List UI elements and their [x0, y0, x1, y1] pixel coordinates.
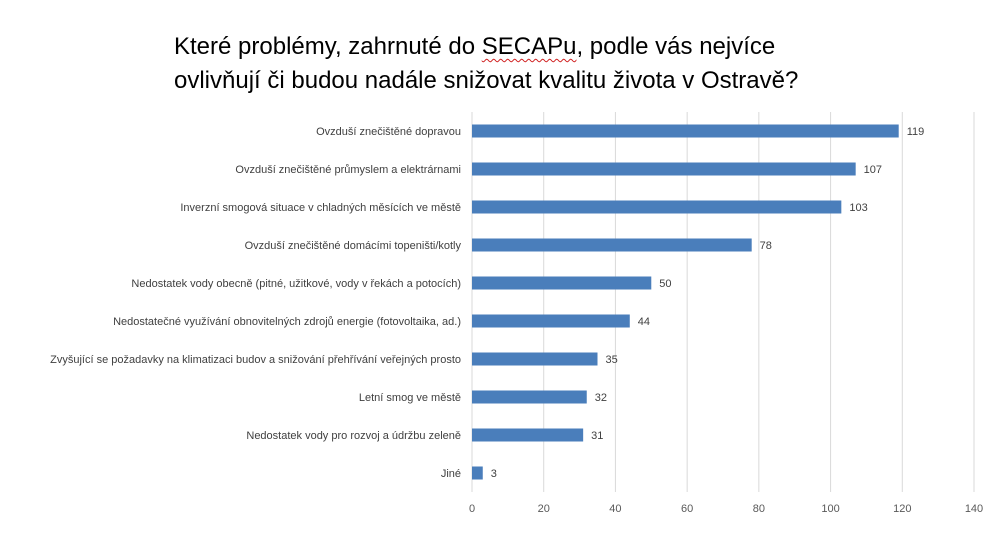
bar [472, 276, 652, 290]
bars [472, 124, 899, 480]
value-label: 31 [591, 430, 603, 442]
bar [472, 200, 842, 214]
value-label: 32 [595, 392, 607, 404]
value-label: 3 [491, 468, 497, 480]
value-label: 50 [659, 278, 671, 290]
x-axis-tick-labels: 0 20 40 60 80 100 120 140 [469, 503, 983, 515]
category-labels: Ovzduší znečištěné dopravou Ovzduší zneči… [50, 126, 461, 480]
category-label: Ovzduší znečištěné průmyslem a elektrárn… [235, 164, 461, 176]
category-label: Jiné [441, 468, 461, 480]
bar [472, 390, 587, 404]
x-tick-label: 140 [965, 503, 983, 515]
bar [472, 162, 856, 176]
title-line-2: ovlivňují či budou nadále snižovat kvali… [174, 67, 799, 94]
x-tick-label: 0 [469, 503, 475, 515]
category-label: Zvyšující se požadavky na klimatizaci bu… [50, 354, 461, 366]
x-tick-label: 60 [681, 503, 693, 515]
bar [472, 124, 899, 138]
x-tick-label: 20 [538, 503, 550, 515]
value-label: 119 [907, 126, 925, 138]
title-line-1-start: Které problémy, zahrnuté do [174, 33, 482, 60]
value-label: 107 [864, 164, 882, 176]
x-tick-label: 100 [821, 503, 839, 515]
bar [472, 428, 584, 442]
bar [472, 352, 598, 366]
value-label: 103 [849, 202, 867, 214]
x-tick-label: 120 [893, 503, 911, 515]
category-label: Inverzní smogová situace v chladných měs… [180, 202, 461, 214]
category-label: Letní smog ve městě [359, 392, 461, 404]
chart-title: Které problémy, zahrnuté do SECAPu, podl… [174, 30, 934, 98]
value-label: 44 [638, 316, 650, 328]
category-label: Nedostatek vody obecně (pitné, užitkové,… [131, 278, 461, 290]
title-secap-term: SECAPu [481, 33, 577, 60]
category-label: Nedostatečné využívání obnovitelných zdr… [113, 316, 461, 328]
bar [472, 314, 630, 328]
x-tick-label: 80 [753, 503, 765, 515]
title-line-1-end: , podle vás nejvíce [576, 33, 776, 60]
title-line-1: Které problémy, zahrnuté do SECAPu, podl… [174, 30, 934, 64]
category-label: Ovzduší znečištěné domácími topeništi/ko… [245, 240, 462, 252]
value-label: 78 [760, 240, 772, 252]
bar [472, 238, 752, 252]
bar [472, 466, 483, 480]
category-label: Nedostatek vody pro rozvoj a údržbu zele… [246, 430, 461, 442]
category-label: Ovzduší znečištěné dopravou [316, 126, 461, 138]
x-tick-label: 40 [609, 503, 621, 515]
value-labels: 119 107 103 78 50 44 35 32 31 3 [491, 126, 924, 480]
value-label: 35 [606, 354, 618, 366]
